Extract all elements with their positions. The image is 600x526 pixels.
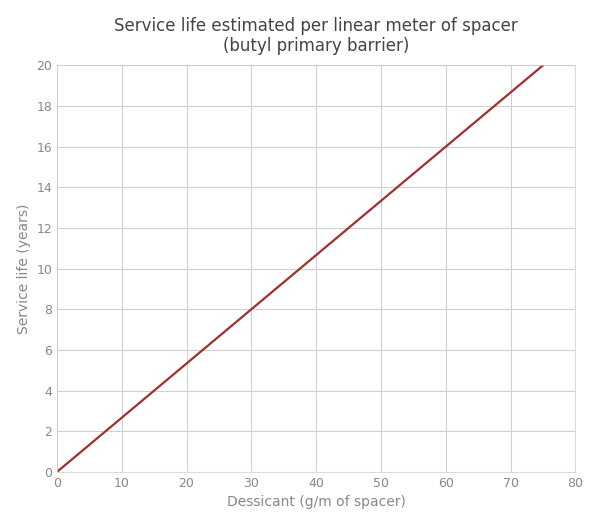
Title: Service life estimated per linear meter of spacer
(butyl primary barrier): Service life estimated per linear meter … xyxy=(114,17,518,55)
Y-axis label: Service life (years): Service life (years) xyxy=(17,204,31,334)
X-axis label: Dessicant (g/m of spacer): Dessicant (g/m of spacer) xyxy=(227,495,406,509)
